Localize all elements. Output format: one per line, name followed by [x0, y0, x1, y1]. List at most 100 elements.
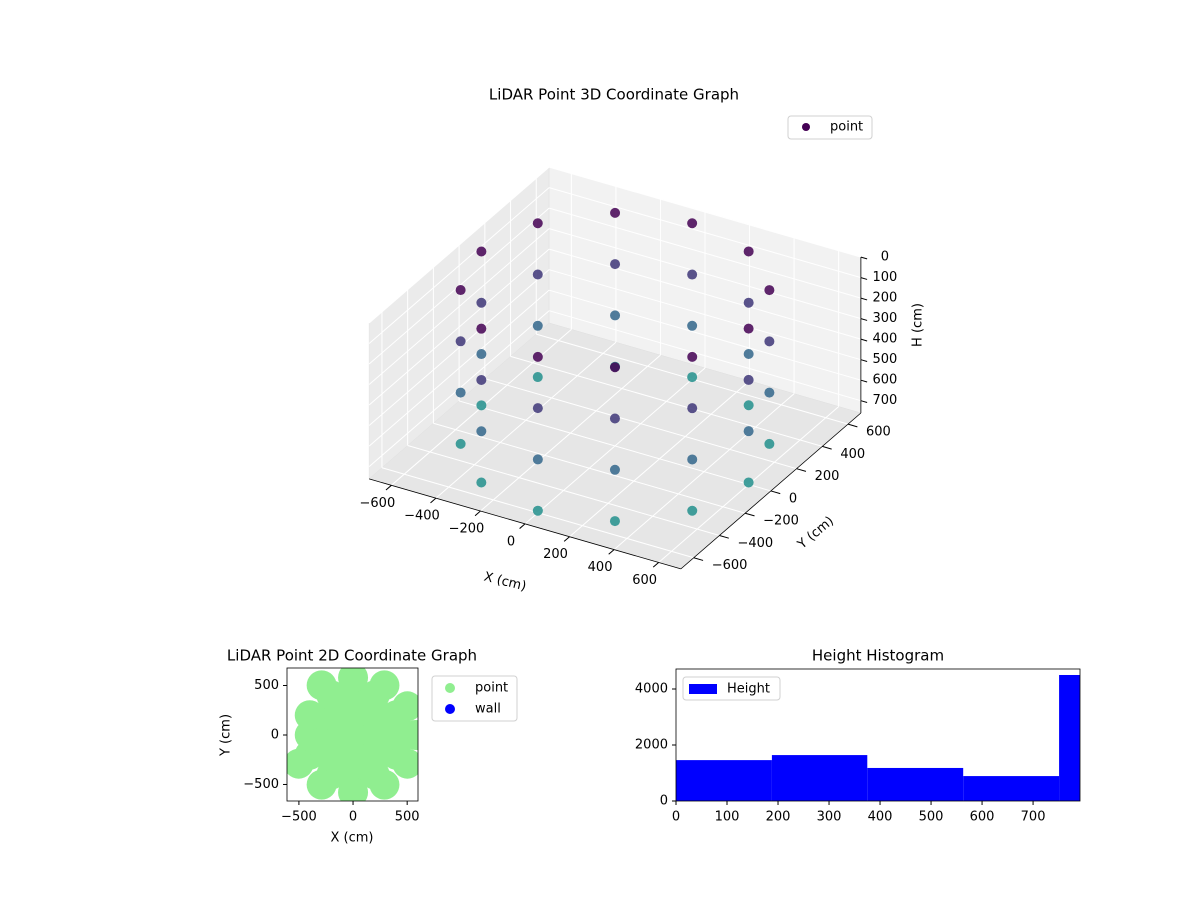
z-tick-label: 700: [872, 393, 897, 408]
y-tick-label: 0: [789, 491, 797, 506]
tick-mark: [474, 510, 481, 517]
x-tick-label: 700: [1021, 810, 1046, 825]
point: [476, 297, 487, 308]
point: [294, 700, 325, 731]
tick-mark: [860, 338, 868, 342]
point: [476, 400, 487, 411]
point: [532, 454, 543, 465]
y-tick-label: 500: [254, 678, 279, 693]
y-tick-label: −200: [763, 514, 799, 529]
tick-mark: [796, 468, 807, 472]
chart-title: LiDAR Point 2D Coordinate Graph: [227, 647, 477, 665]
tick-mark: [608, 549, 615, 555]
axes-frame: [675, 668, 1081, 802]
y-tick-label: 2000: [635, 737, 668, 752]
x-tick-label: 500: [395, 810, 420, 825]
point: [532, 269, 543, 280]
tick-mark: [860, 297, 868, 301]
legend-marker: [445, 704, 455, 714]
y-tick-label: −600: [712, 558, 748, 573]
legend-box: [787, 115, 873, 140]
grid-line: [368, 187, 550, 344]
x-tick-label: 100: [715, 810, 740, 825]
y-axis-label: Y (cm): [794, 514, 837, 553]
point: [476, 349, 487, 360]
point: [609, 362, 620, 373]
y-tick-label: 600: [866, 425, 891, 440]
grid-line: [433, 422, 746, 514]
point: [338, 777, 369, 801]
point: [743, 374, 754, 385]
point: [743, 348, 754, 359]
z-tick-label: 0: [881, 250, 889, 265]
point: [476, 477, 487, 488]
point: [455, 438, 466, 449]
point: [532, 218, 543, 229]
bar: [1059, 674, 1080, 801]
y-tick-label: 400: [840, 447, 865, 462]
point: [610, 259, 621, 270]
point: [369, 670, 400, 701]
tick-mark: [822, 445, 832, 450]
point: [764, 387, 775, 398]
z-tick-label: 400: [872, 332, 897, 347]
x-tick-label: −400: [404, 509, 440, 524]
point: [687, 454, 698, 465]
point: [392, 691, 418, 722]
point: [610, 310, 621, 321]
legend-box: [682, 676, 781, 701]
y-axis-label: Y (cm): [219, 714, 234, 757]
point: [743, 297, 754, 308]
tick-mark: [860, 400, 868, 403]
tick-mark: [860, 379, 868, 383]
z-tick-label: 100: [872, 270, 897, 285]
grid-line: [548, 289, 862, 381]
point: [743, 477, 754, 488]
tick-mark: [693, 557, 704, 561]
point: [306, 670, 337, 701]
point: [687, 505, 698, 516]
point: [609, 413, 620, 424]
grid-line: [548, 248, 862, 340]
point: [532, 351, 543, 362]
grid-line: [548, 207, 862, 299]
point: [476, 374, 487, 385]
point: [687, 269, 698, 280]
point: [764, 438, 775, 449]
y-tick-label: 0: [660, 794, 668, 809]
point: [532, 372, 543, 383]
x-tick-label: −600: [360, 496, 396, 511]
point: [743, 400, 754, 411]
point: [687, 403, 698, 414]
tick-mark: [563, 536, 570, 542]
point: [743, 246, 754, 257]
point: [743, 426, 754, 437]
x-tick-label: 0: [672, 810, 680, 825]
x-tick-label: 600: [632, 573, 657, 588]
tick-mark: [860, 256, 868, 260]
tick-mark: [770, 490, 781, 495]
x-tick-label: 500: [919, 810, 944, 825]
z-tick-label: 300: [872, 311, 897, 326]
grid-line: [368, 248, 550, 406]
tick-mark: [519, 523, 526, 529]
bar: [867, 767, 964, 801]
point: [532, 320, 543, 331]
z-tick-label: 500: [872, 352, 897, 367]
x-tick-label: 0: [507, 534, 515, 549]
grid-line: [548, 269, 862, 361]
x-axis-label: X (cm): [331, 831, 374, 846]
x-tick-label: 300: [817, 810, 842, 825]
x-tick-label: 200: [543, 547, 568, 562]
chart-title: LiDAR Point 3D Coordinate Graph: [489, 86, 739, 104]
point: [687, 320, 698, 331]
point: [476, 323, 487, 334]
grid-line: [510, 355, 823, 447]
point: [400, 719, 418, 750]
x-tick-label: 200: [766, 810, 791, 825]
grid-line: [368, 269, 550, 426]
tick-mark: [860, 318, 868, 321]
plot-area: [676, 674, 1080, 801]
